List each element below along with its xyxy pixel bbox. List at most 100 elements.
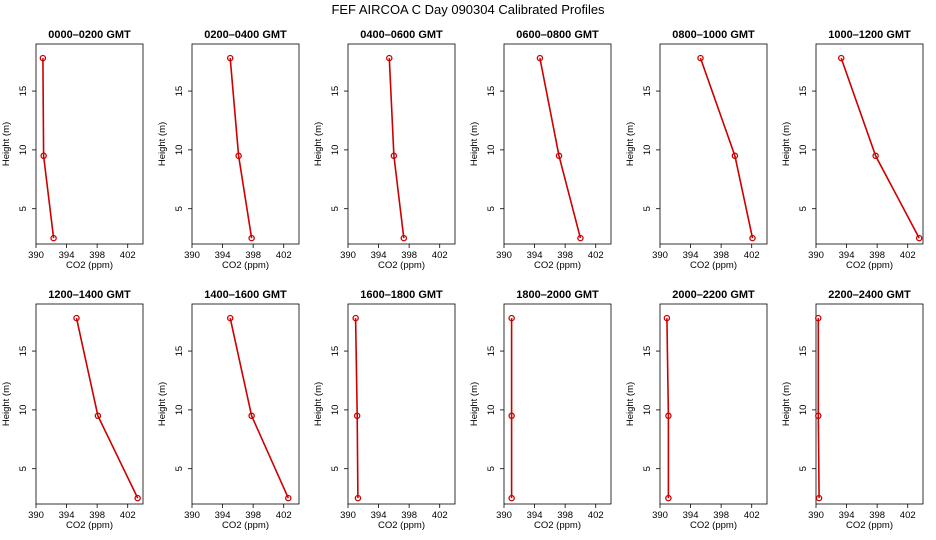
profile-line	[699, 57, 754, 239]
panel-3: 0400–0600 GMT 390 394 398 402 CO2 (ppm) 5 10 15 H…	[313, 29, 456, 271]
y-tick-label: 15	[18, 346, 29, 357]
x-tick-label: 394	[683, 510, 699, 521]
panel-2: 0200–0400 GMT 390 394 398 402 CO2 (ppm) 5 10 15 H…	[157, 29, 300, 271]
x-axis-label: CO2 (ppm)	[66, 520, 113, 531]
plot-frame	[35, 43, 144, 245]
x-tick-label: 402	[120, 250, 136, 261]
x-tick-label: 390	[808, 510, 824, 521]
y-tick-label: 10	[486, 405, 497, 416]
y-tick-label: 10	[798, 405, 809, 416]
profile-point	[577, 234, 584, 242]
x-tick-label: 390	[28, 250, 44, 261]
x-tick-label: 394	[215, 250, 231, 261]
x-tick-label: 402	[900, 250, 916, 261]
profile-point	[226, 314, 234, 322]
x-tick-label: 398	[557, 510, 573, 521]
x-tick-label: 402	[120, 510, 136, 521]
plot-frame	[347, 43, 456, 245]
profile-point	[815, 314, 822, 322]
plot-frame	[347, 303, 456, 505]
x-tick-label: 398	[557, 250, 573, 261]
y-axis-label: Height (m)	[157, 382, 168, 426]
x-tick-label: 398	[245, 510, 261, 521]
y-tick-label: 5	[642, 206, 653, 211]
y-tick-label: 5	[330, 466, 341, 471]
profile-point	[248, 412, 255, 420]
panel-8: 1400–1600 GMT 390 394 398 402 CO2 (ppm) 5 10 15 H…	[157, 289, 300, 531]
y-tick-label: 10	[18, 405, 29, 416]
profile-point	[536, 54, 544, 62]
profile-point	[555, 152, 563, 160]
x-axis-label: CO2 (ppm)	[378, 260, 425, 271]
figure-title: FEF AIRCOA C Day 090304 Calibrated Profi…	[331, 2, 605, 17]
profile-point	[872, 152, 879, 160]
x-axis-label: CO2 (ppm)	[66, 260, 113, 271]
y-tick-label: 5	[642, 466, 653, 471]
x-tick-label: 390	[496, 510, 512, 521]
profile-line	[229, 317, 290, 499]
profile-line	[817, 318, 820, 499]
y-tick-label: 5	[798, 206, 809, 211]
y-tick-label: 10	[18, 145, 29, 156]
x-tick-label: 402	[276, 250, 292, 261]
y-tick-label: 5	[486, 466, 497, 471]
y-axis-label: Height (m)	[313, 382, 324, 426]
x-axis-label: CO2 (ppm)	[378, 520, 425, 531]
profile-point	[508, 412, 515, 420]
y-tick-label: 5	[174, 206, 185, 211]
profile-line	[42, 58, 55, 239]
profile-point	[285, 494, 292, 502]
panel-title: 1200–1400 GMT	[48, 289, 131, 301]
x-axis-label: CO2 (ppm)	[846, 520, 893, 531]
profile-point	[226, 54, 234, 62]
x-axis-label: CO2 (ppm)	[222, 520, 269, 531]
y-tick-label: 15	[642, 86, 653, 97]
panel-title: 0200–0400 GMT	[204, 29, 287, 41]
profile-point	[352, 314, 359, 322]
y-axis-label: Height (m)	[313, 122, 324, 166]
y-tick-label: 10	[642, 145, 653, 156]
x-tick-label: 398	[713, 250, 729, 261]
panel-5: 0800–1000 GMT 390 394 398 402 CO2 (ppm) 5 10 15 H…	[625, 29, 768, 271]
panel-11: 2000–2200 GMT 390 394 398 402 CO2 (ppm) 5 10 15 H…	[625, 289, 768, 531]
panel-title: 1000–1200 GMT	[828, 29, 911, 41]
x-tick-label: 394	[59, 510, 75, 521]
profile-point	[697, 54, 704, 62]
y-tick-label: 15	[18, 86, 29, 97]
y-tick-label: 10	[486, 145, 497, 156]
y-tick-label: 10	[642, 405, 653, 416]
profile-point	[665, 412, 672, 420]
y-tick-label: 10	[798, 145, 809, 156]
panel-title: 0400–0600 GMT	[360, 29, 443, 41]
panel-9: 1600–1800 GMT 390 394 398 402 CO2 (ppm) 5 10 15 H…	[313, 289, 456, 531]
y-tick-label: 15	[486, 86, 497, 97]
x-tick-label: 402	[588, 510, 604, 521]
profile-point	[508, 494, 515, 502]
x-tick-label: 394	[527, 250, 543, 261]
x-tick-label: 390	[184, 510, 200, 521]
plot-frame	[659, 303, 768, 505]
profile-point	[400, 234, 408, 242]
plot-frame	[35, 303, 144, 505]
panel-title: 0600–0800 GMT	[516, 29, 599, 41]
x-axis-label: CO2 (ppm)	[534, 260, 581, 271]
profile-point	[248, 234, 255, 242]
plot-frame	[815, 303, 924, 505]
x-tick-label: 402	[744, 510, 760, 521]
x-axis-label: CO2 (ppm)	[222, 260, 269, 271]
x-tick-label: 390	[184, 250, 200, 261]
y-tick-label: 5	[18, 466, 29, 471]
y-tick-label: 15	[330, 86, 341, 97]
x-axis-label: CO2 (ppm)	[690, 520, 737, 531]
x-tick-label: 398	[869, 250, 885, 261]
x-tick-label: 390	[652, 250, 668, 261]
y-axis-label: Height (m)	[625, 382, 636, 426]
profile-point	[50, 234, 57, 242]
profile-point	[815, 412, 822, 420]
y-tick-label: 10	[330, 145, 341, 156]
profile-point	[134, 494, 141, 502]
y-tick-label: 5	[486, 206, 497, 211]
plot-frame	[191, 303, 300, 505]
y-tick-label: 10	[174, 405, 185, 416]
